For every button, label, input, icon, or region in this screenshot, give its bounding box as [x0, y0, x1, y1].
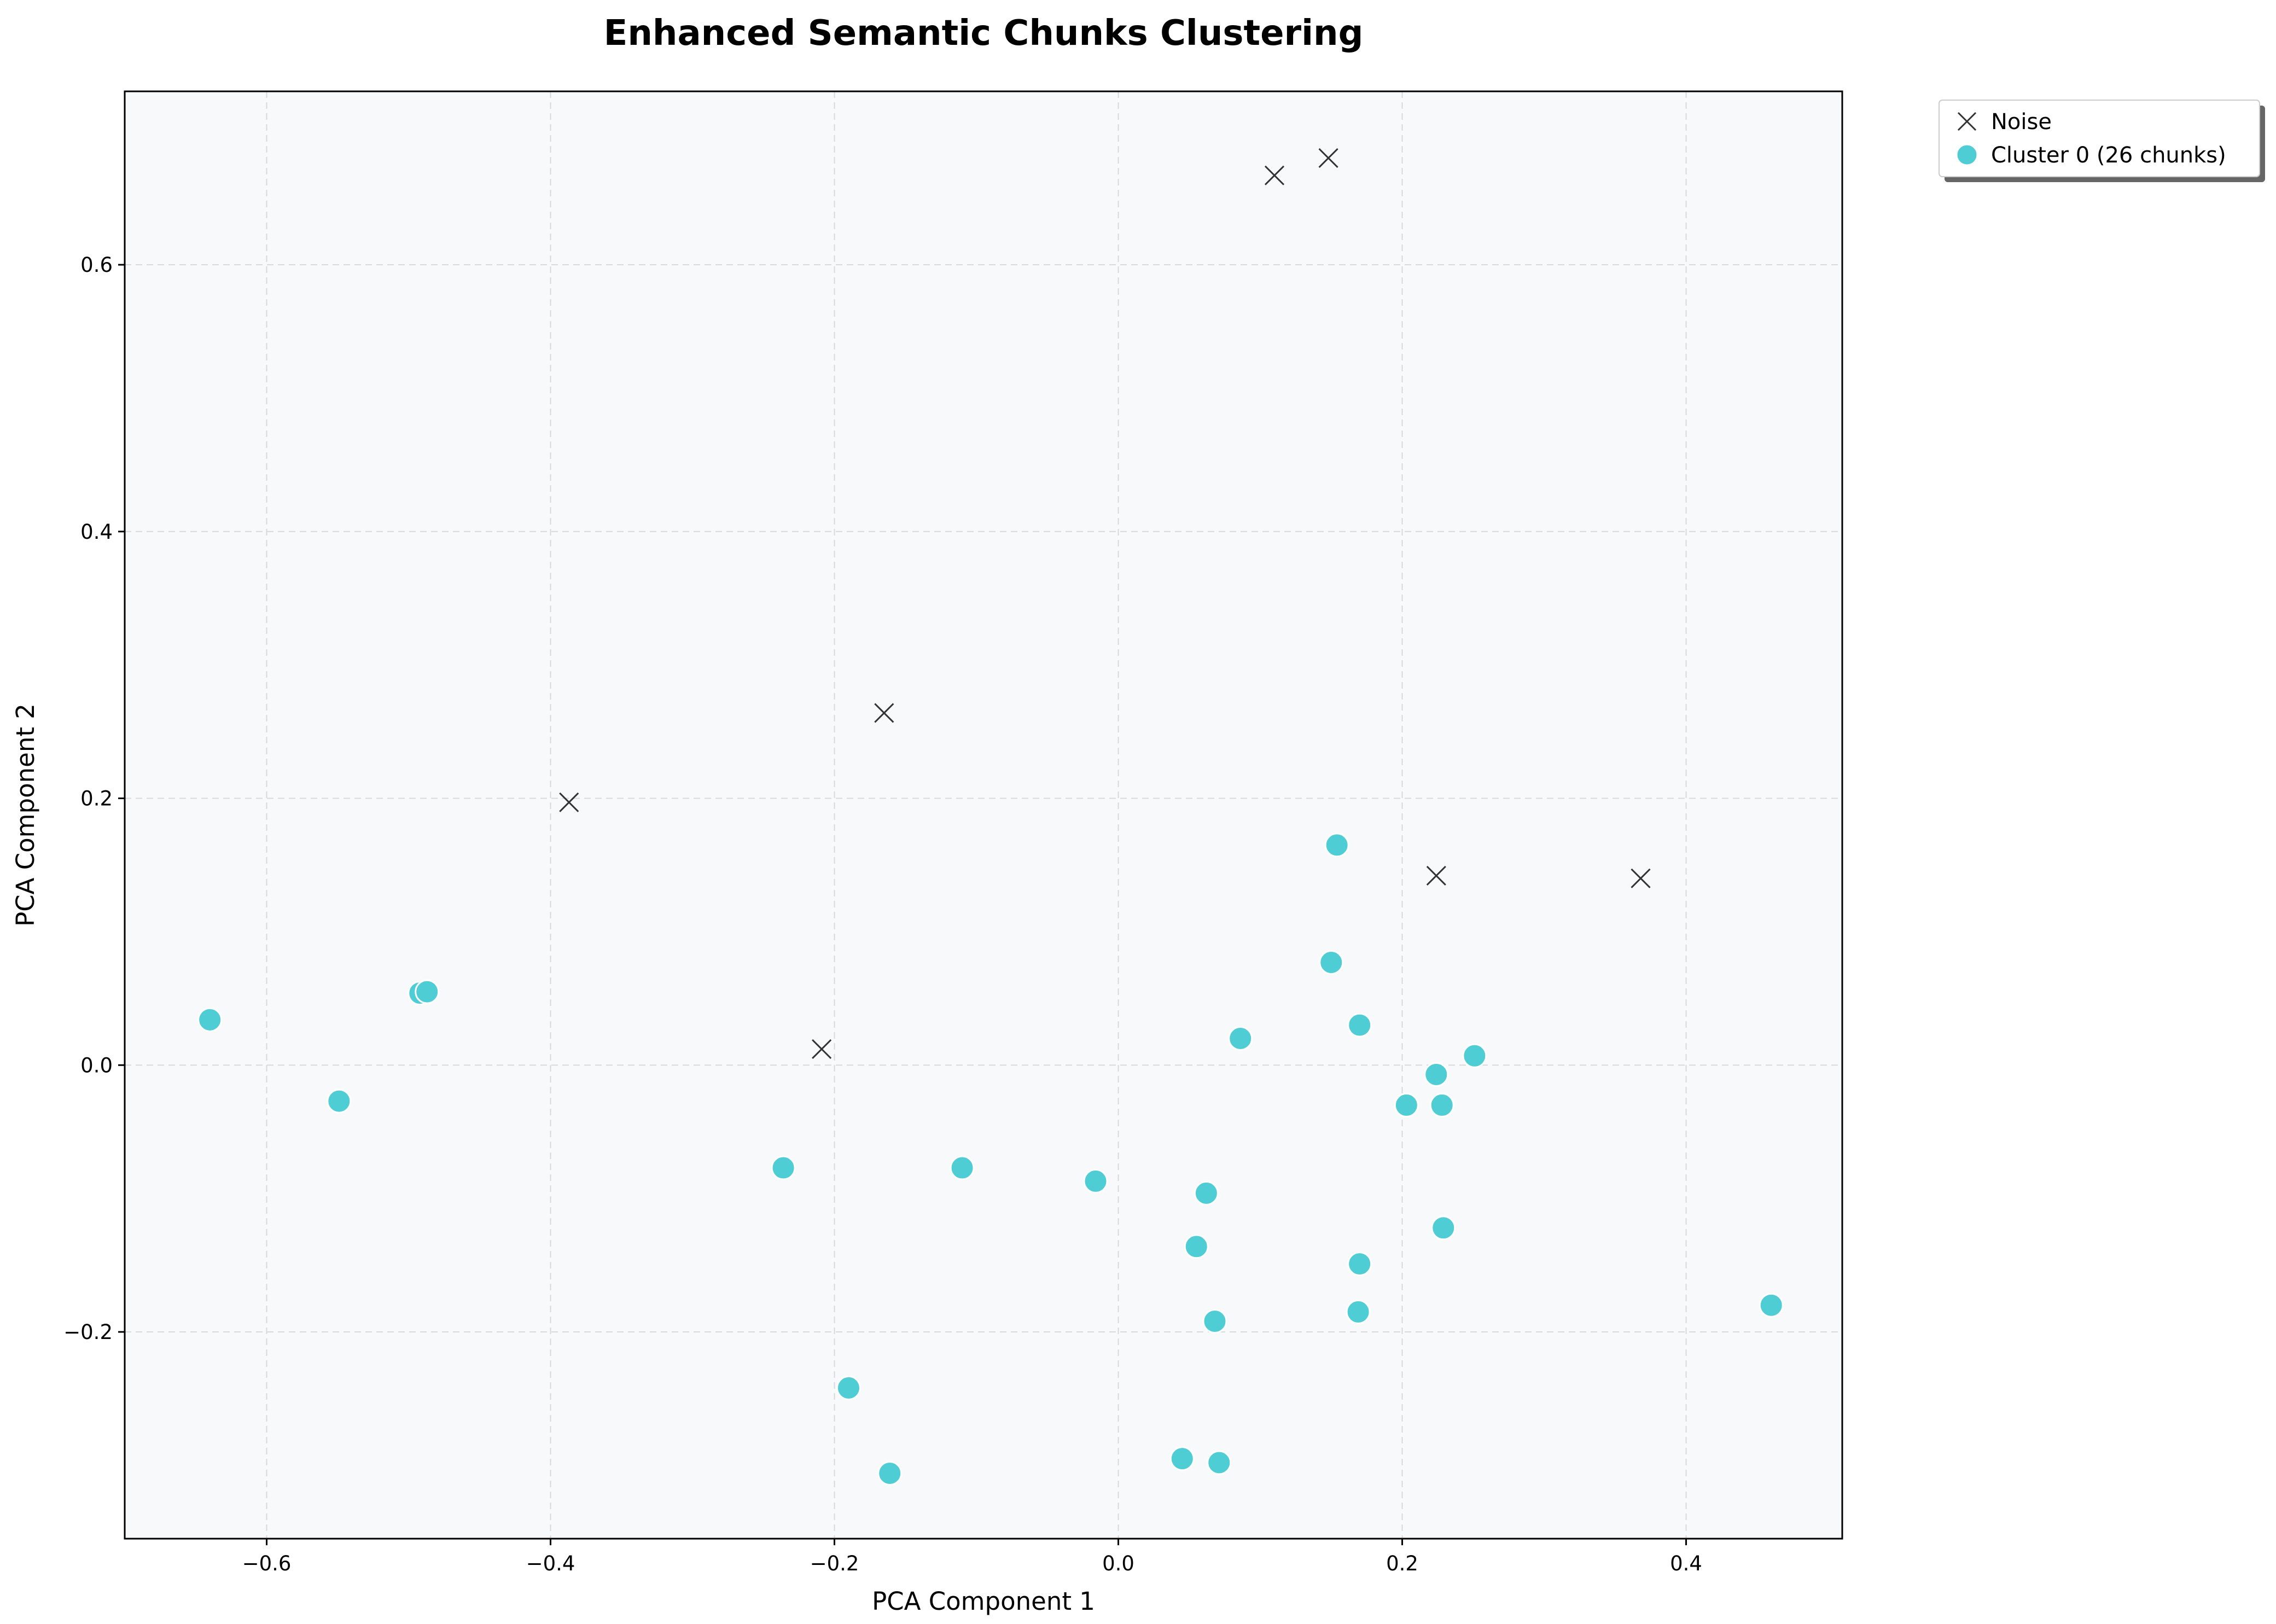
cluster-0-point: [1202, 1308, 1227, 1334]
legend-cluster-0-marker: [1955, 143, 1978, 166]
data-points: [197, 148, 1784, 1486]
cluster-0-point: [1462, 1043, 1487, 1068]
y-tick-label: 0.4: [80, 520, 113, 544]
cluster-0-point: [950, 1155, 975, 1180]
y-tick-label: −0.2: [63, 1320, 113, 1344]
cluster-0-point: [197, 1007, 223, 1032]
cluster-0-point: [1347, 1012, 1372, 1038]
x-tick-label: −0.6: [242, 1552, 292, 1575]
noise-point: [874, 703, 894, 723]
cluster-0-point: [1228, 1026, 1253, 1051]
plot-area: [125, 91, 1842, 1539]
noise-point-stroke: [874, 703, 894, 723]
x-tick-label: −0.4: [526, 1552, 575, 1575]
cluster-0-point: [1759, 1293, 1784, 1318]
legend-label: Cluster 0 (26 chunks): [1991, 143, 2226, 168]
y-tick-label: 0.2: [80, 787, 113, 811]
cluster-0-point: [327, 1089, 352, 1114]
legend-entries: Noise Cluster 0 (26 chunks): [1955, 109, 2226, 168]
noise-point: [1264, 165, 1285, 185]
noise-point-stroke: [1318, 148, 1338, 168]
x-tick-label: −0.2: [810, 1552, 859, 1575]
noise-point-stroke: [559, 792, 579, 812]
cluster-0-point: [1429, 1092, 1454, 1117]
plot-frame: [124, 90, 1843, 1540]
cluster-0-point: [877, 1461, 903, 1486]
noise-point: [812, 1039, 832, 1060]
x-axis-label: PCA Component 1: [872, 1587, 1095, 1616]
cluster-0-point: [1184, 1234, 1209, 1259]
legend-label: Noise: [1991, 109, 2052, 135]
y-tick-label: 0.0: [80, 1053, 113, 1077]
noise-point-stroke: [1426, 865, 1446, 886]
cluster-0-point: [1319, 950, 1344, 975]
legend-noise-marker-stroke: [1957, 112, 1977, 131]
noise-point-stroke: [1631, 868, 1651, 888]
x-tick-label: 0.2: [1386, 1552, 1418, 1575]
legend-box: [1939, 100, 2260, 177]
noise-point: [1318, 148, 1338, 168]
noise-point: [1426, 865, 1446, 886]
cluster-0-point: [1207, 1450, 1232, 1475]
cluster-0-point: [1346, 1299, 1371, 1324]
cluster-0-point: [1169, 1446, 1195, 1471]
cluster-0-point: [1194, 1180, 1219, 1206]
grid-lines: [125, 91, 1842, 1539]
cluster-0-point: [1431, 1215, 1456, 1241]
y-tick-label: 0.6: [80, 253, 113, 277]
noise-point-stroke: [1264, 165, 1285, 185]
x-tick-label: 0.0: [1102, 1552, 1134, 1575]
cluster-0-point: [1083, 1168, 1108, 1194]
y-axis-label: PCA Component 2: [11, 703, 40, 927]
axis-ticks: −0.6 −0.4 −0.2 0.0 0.2 0.4 −0.2 0.0 0.2 0.4 0.6: [63, 253, 1702, 1575]
cluster-0-point: [1347, 1252, 1372, 1277]
noise-point: [1631, 868, 1651, 888]
cluster-0-point: [836, 1375, 861, 1400]
cluster-0-point: [415, 979, 440, 1004]
cluster-0-point: [1424, 1062, 1449, 1087]
noise-point-stroke: [812, 1039, 832, 1060]
chart-title: Enhanced Semantic Chunks Clustering: [604, 13, 1364, 54]
noise-point: [559, 792, 579, 812]
cluster-0-point: [1394, 1092, 1419, 1117]
cluster-0-point: [1324, 833, 1349, 858]
x-tick-label: 0.4: [1670, 1552, 1702, 1575]
legend: Noise Cluster 0 (26 chunks): [1939, 100, 2265, 182]
legend-noise-marker: [1957, 112, 1977, 131]
cluster-0-point: [771, 1155, 796, 1180]
